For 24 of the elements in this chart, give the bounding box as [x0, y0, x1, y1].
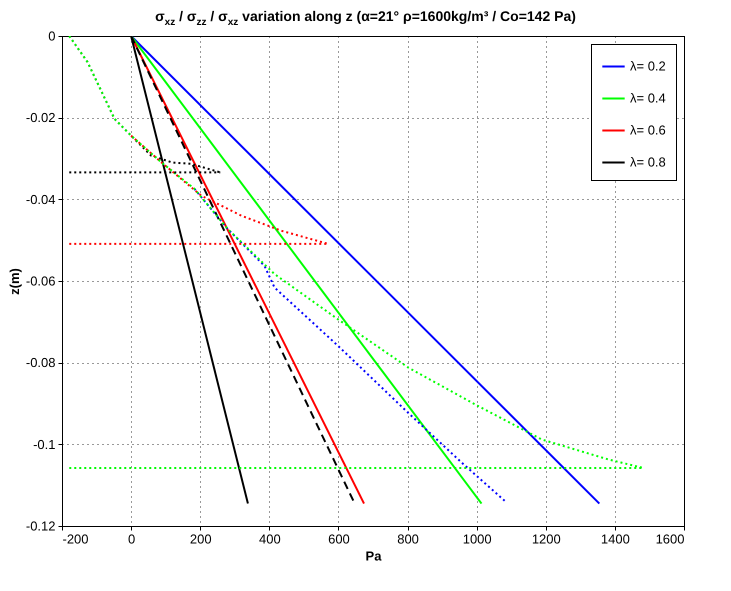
legend-label: λ= 0.8 — [630, 154, 666, 170]
x-tick-label: 1600 — [656, 532, 684, 546]
y-tick-label: 0 — [48, 28, 56, 44]
y-tick-label: -0.02 — [26, 110, 56, 126]
x-tick-label: -200 — [62, 532, 89, 546]
legend-label: λ= 0.2 — [630, 58, 666, 74]
chart-title: σ$_{xz}$ / σ$_{zz}$ / σ$_{xz}$ variation along z (α=21° ρ=1600kg/m³ / Co=142 Pa) — [154, 7, 577, 30]
x-tick-label: 200 — [190, 532, 212, 546]
y-tick-label: -0.08 — [26, 355, 56, 370]
x-tick-label: 600 — [328, 532, 350, 546]
legend-label: λ= 0.6 — [630, 122, 666, 138]
x-tick-label: 0 — [128, 532, 136, 546]
y-tick-label: -0.04 — [26, 192, 56, 207]
x-axis-title: Pa — [366, 548, 382, 564]
y-tick-label: -0.1 — [33, 436, 56, 452]
x-tick-label: 800 — [397, 532, 419, 546]
y-tick-label: -0.06 — [26, 274, 56, 288]
y-axis-title: z(m) — [6, 268, 22, 295]
x-tick-label: 1200 — [532, 532, 561, 546]
x-tick-label: 1000 — [462, 532, 492, 546]
legend-label: λ= 0.4 — [630, 90, 666, 106]
x-tick-label: 1400 — [600, 532, 630, 546]
x-tick-label: 400 — [258, 532, 281, 546]
y-tick-label: -0.12 — [26, 518, 56, 534]
